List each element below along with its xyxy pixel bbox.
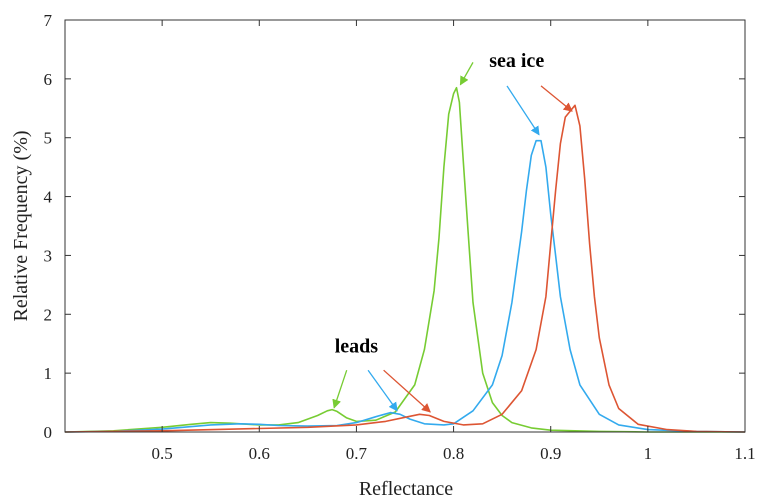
- series-line-1: [64, 139, 746, 433]
- annotation-arrow: [367, 369, 398, 412]
- annotation-arrow: [506, 85, 540, 136]
- annotation-arrow: [459, 62, 474, 86]
- x-tick-label: 0.9: [540, 444, 561, 463]
- y-axis-label: Relative Frequency (%): [10, 130, 32, 321]
- annotation-label: sea ice: [489, 50, 544, 72]
- y-tick-label: 5: [44, 129, 53, 148]
- y-tick-label: 6: [44, 70, 53, 89]
- x-tick-label: 1: [644, 444, 653, 463]
- y-tick-label: 0: [44, 423, 53, 442]
- annotation-arrow: [540, 85, 573, 112]
- x-tick-label: 0.8: [443, 444, 464, 463]
- annotation-arrow: [332, 369, 348, 409]
- series-line-2: [64, 104, 746, 433]
- y-tick-label: 2: [44, 305, 53, 324]
- x-tick-label: 0.6: [249, 444, 270, 463]
- y-tick-label: 7: [44, 11, 53, 30]
- y-tick-label: 4: [44, 188, 53, 207]
- series-line-0: [64, 86, 745, 433]
- annotation-label: leads: [335, 336, 379, 358]
- x-tick-label: 0.5: [152, 444, 173, 463]
- x-axis-label: Reflectance: [359, 478, 453, 498]
- plot-frame: [64, 19, 746, 433]
- x-tick-label: 1.1: [734, 444, 755, 463]
- y-tick-label: 1: [44, 364, 53, 383]
- x-tick-label: 0.7: [346, 444, 368, 463]
- annotation-arrow: [383, 369, 431, 413]
- axes-layer: 0.5 0.6 0.7 0.8 0.9 1 1.1 0 1 2 3 4 5 6 7: [44, 11, 756, 463]
- series-layer: [64, 86, 746, 433]
- annotation-layer: sea ice leads: [332, 50, 573, 413]
- y-tick-label: 3: [44, 246, 53, 265]
